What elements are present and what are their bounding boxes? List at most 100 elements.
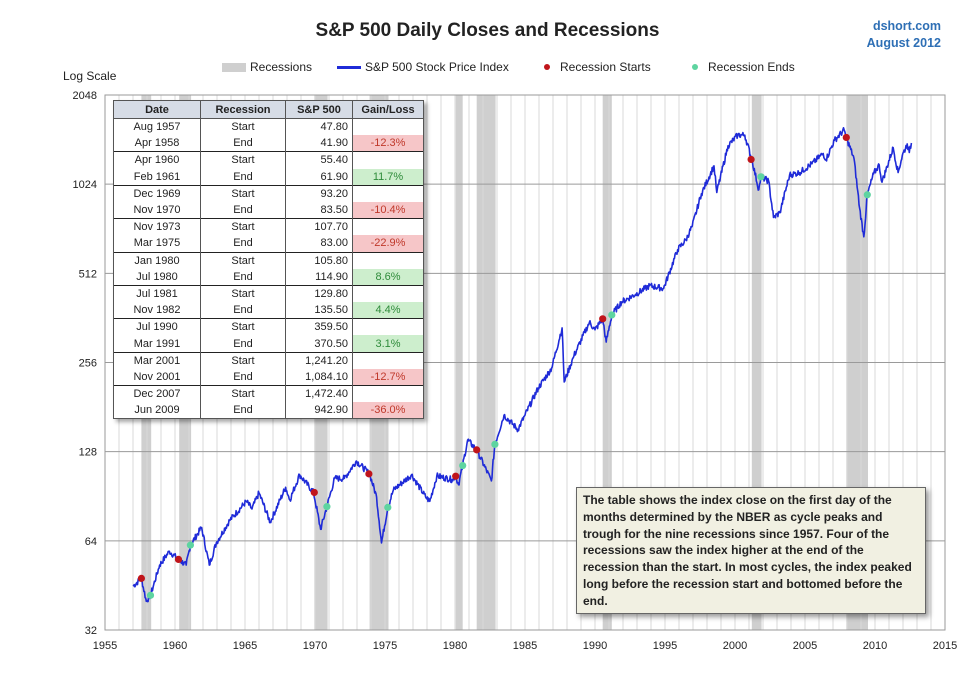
x-tick-label: 2000 bbox=[723, 640, 747, 652]
table-row: Mar 1975 End 83.00 -22.9% bbox=[113, 235, 424, 252]
cell-type: Start bbox=[200, 251, 286, 269]
cell-type: End bbox=[200, 135, 286, 152]
cell-change: 3.1% bbox=[352, 335, 424, 353]
table-row: Dec 2007 Start 1,472.40 bbox=[113, 385, 424, 403]
cell-value: 359.50 bbox=[285, 318, 353, 336]
axes bbox=[104, 94, 946, 631]
cell-type: Start bbox=[200, 118, 286, 136]
legend-item-starts: Recession Starts bbox=[534, 60, 651, 74]
chart-title: S&P 500 Daily Closes and Recessions bbox=[315, 20, 660, 41]
cell-type: Start bbox=[200, 385, 286, 403]
x-tick-label: 1995 bbox=[653, 640, 677, 652]
cell-value: 61.90 bbox=[285, 168, 353, 186]
cell-date: Jul 1990 bbox=[113, 318, 201, 336]
table-row: Apr 1958 End 41.90 -12.3% bbox=[113, 135, 424, 152]
table-row: Nov 1970 End 83.50 -10.4% bbox=[113, 201, 424, 219]
y-tick-label: 256 bbox=[79, 358, 97, 370]
explanation-note: The table shows the index close on the f… bbox=[576, 487, 926, 614]
cell-type: Start bbox=[200, 184, 286, 202]
start-dot-swatch bbox=[544, 64, 550, 70]
recession-end-marker bbox=[186, 541, 194, 549]
cell-change bbox=[352, 118, 424, 136]
recession-start-marker bbox=[137, 574, 145, 582]
y-tick-label: 512 bbox=[79, 268, 97, 280]
cell-date: Mar 1975 bbox=[113, 235, 201, 252]
table-row: Jul 1990 Start 359.50 bbox=[113, 318, 424, 336]
col-header-recession: Recession bbox=[200, 100, 286, 119]
y-tick-label: 32 bbox=[85, 625, 97, 637]
cell-date: Nov 1982 bbox=[113, 302, 201, 319]
cell-date: Apr 1958 bbox=[113, 135, 201, 152]
table-row: Jul 1981 Start 129.80 bbox=[113, 284, 424, 303]
cell-type: End bbox=[200, 302, 286, 319]
legend-item-index: S&P 500 Stock Price Index bbox=[337, 60, 509, 74]
cell-date: Apr 1960 bbox=[113, 151, 201, 169]
x-tick-label: 1960 bbox=[163, 640, 187, 652]
recession-end-marker bbox=[323, 503, 331, 511]
col-header-change: Gain/Loss bbox=[352, 100, 424, 119]
recession-end-marker bbox=[459, 461, 467, 470]
cell-change: -10.4% bbox=[352, 201, 424, 219]
x-tick-label: 1965 bbox=[233, 640, 257, 652]
cell-change bbox=[352, 351, 424, 369]
table-row: Apr 1960 Start 55.40 bbox=[113, 151, 424, 169]
cell-change bbox=[352, 151, 424, 169]
x-tick-label: 2010 bbox=[863, 640, 887, 652]
cell-type: Start bbox=[200, 151, 286, 169]
cell-date: Nov 1970 bbox=[113, 201, 201, 219]
cell-type: End bbox=[200, 368, 286, 386]
recession-start-marker bbox=[747, 155, 755, 164]
recession-table: Date Recession S&P 500 Gain/Loss Aug 195… bbox=[113, 100, 424, 420]
cell-value: 942.90 bbox=[285, 402, 353, 420]
cell-value: 93.20 bbox=[285, 184, 353, 202]
cell-type: Start bbox=[200, 351, 286, 369]
table-row: Nov 1982 End 135.50 4.4% bbox=[113, 302, 424, 319]
recession-end-marker bbox=[384, 503, 392, 511]
recession-swatch bbox=[222, 62, 246, 72]
cell-type: Start bbox=[200, 318, 286, 336]
cell-change bbox=[352, 184, 424, 202]
table-row: Jul 1980 End 114.90 8.6% bbox=[113, 268, 424, 286]
recession-end-marker bbox=[608, 311, 616, 319]
cell-value: 107.70 bbox=[285, 218, 353, 236]
x-tick-label: 1980 bbox=[443, 640, 467, 652]
cell-type: Start bbox=[200, 218, 286, 236]
table-header-row: Date Recession S&P 500 Gain/Loss bbox=[113, 100, 424, 119]
cell-date: Dec 1969 bbox=[113, 184, 201, 202]
cell-value: 135.50 bbox=[285, 302, 353, 319]
cell-value: 83.50 bbox=[285, 201, 353, 219]
cell-value: 55.40 bbox=[285, 151, 353, 169]
brand-date: August 2012 bbox=[866, 36, 941, 50]
table-row: Jun 2009 End 942.90 -36.0% bbox=[113, 402, 424, 420]
cell-change: -36.0% bbox=[352, 402, 424, 420]
cell-change: -12.7% bbox=[352, 368, 424, 386]
legend-item-recessions: Recessions bbox=[222, 60, 312, 74]
y-tick-label: 64 bbox=[85, 536, 97, 548]
cell-value: 370.50 bbox=[285, 335, 353, 353]
cell-value: 129.80 bbox=[285, 284, 353, 303]
cell-date: Jun 2009 bbox=[113, 402, 201, 420]
cell-change bbox=[352, 318, 424, 336]
legend-label-ends: Recession Ends bbox=[708, 60, 795, 74]
table-row: Jan 1980 Start 105.80 bbox=[113, 251, 424, 269]
cell-change: 8.6% bbox=[352, 268, 424, 286]
x-tick-label: 1990 bbox=[583, 640, 607, 652]
y-tick-label: 1024 bbox=[73, 179, 97, 191]
cell-type: End bbox=[200, 402, 286, 420]
cell-date: Dec 2007 bbox=[113, 385, 201, 403]
cell-type: End bbox=[200, 335, 286, 353]
cell-value: 47.80 bbox=[285, 118, 353, 136]
legend-item-ends: Recession Ends bbox=[682, 60, 795, 74]
recession-start-marker bbox=[473, 446, 481, 454]
index-series bbox=[132, 127, 913, 603]
legend-label-index: S&P 500 Stock Price Index bbox=[365, 60, 509, 74]
table-row: Dec 1969 Start 93.20 bbox=[113, 184, 424, 202]
cell-type: Start bbox=[200, 284, 286, 303]
table-row: Nov 1973 Start 107.70 bbox=[113, 218, 424, 236]
legend-label-starts: Recession Starts bbox=[560, 60, 651, 74]
recession-start-marker bbox=[452, 472, 460, 480]
cell-value: 1,472.40 bbox=[285, 385, 353, 403]
table-row: Feb 1961 End 61.90 11.7% bbox=[113, 168, 424, 186]
recession-end-marker bbox=[491, 440, 499, 448]
cell-date: Mar 2001 bbox=[113, 351, 201, 369]
